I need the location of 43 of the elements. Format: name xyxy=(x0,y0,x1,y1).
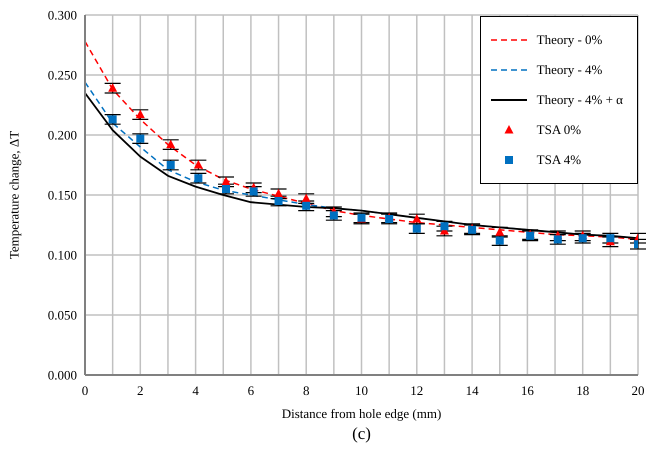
x-tick-label: 16 xyxy=(520,383,534,398)
x-tick-label: 12 xyxy=(410,383,424,398)
y-tick-label: 0.200 xyxy=(48,128,77,143)
point xyxy=(578,234,587,242)
x-tick-label: 8 xyxy=(302,383,310,398)
point xyxy=(274,188,284,198)
point xyxy=(108,83,118,92)
legend-label: Theory - 4% + α xyxy=(536,92,623,108)
x-tick-label: 4 xyxy=(192,383,200,398)
x-tick-label: 10 xyxy=(355,383,368,398)
y-tick-label: 0.150 xyxy=(48,188,77,203)
point xyxy=(330,211,338,220)
y-tick-label: 0.050 xyxy=(48,308,77,323)
x-tick-label: 6 xyxy=(248,383,255,398)
x-tick-label: 20 xyxy=(632,383,644,398)
x-tick-label: 2 xyxy=(137,383,144,398)
y-tick-label: 0.300 xyxy=(48,8,77,23)
point xyxy=(385,215,394,223)
point xyxy=(166,140,176,148)
y-tick-label: 0.000 xyxy=(48,368,77,383)
point xyxy=(250,187,258,196)
y-tick-label: 0.100 xyxy=(48,248,77,263)
y-tick-label: 0.250 xyxy=(48,68,77,83)
point xyxy=(606,234,614,242)
point xyxy=(274,197,283,205)
point xyxy=(136,110,145,118)
y-axis-title: Temperature change, ΔT xyxy=(6,130,22,260)
legend-label: Theory - 4% xyxy=(536,62,602,78)
x-tick-label: 0 xyxy=(82,383,88,398)
text: (c) xyxy=(351,424,372,444)
point xyxy=(108,115,117,124)
point xyxy=(440,222,448,230)
point xyxy=(194,174,202,182)
point xyxy=(554,235,562,244)
legend-label: TSA 0% xyxy=(536,122,582,138)
x-axis-title: Distance from hole edge (mm) xyxy=(282,406,442,421)
legend-label: Theory - 0% xyxy=(536,32,602,48)
point xyxy=(166,161,175,169)
legend-label: TSA 4% xyxy=(536,152,582,168)
x-tick-label: 18 xyxy=(576,383,590,398)
point xyxy=(136,134,144,143)
point xyxy=(194,160,203,168)
x-tick-label: 14 xyxy=(466,383,480,398)
